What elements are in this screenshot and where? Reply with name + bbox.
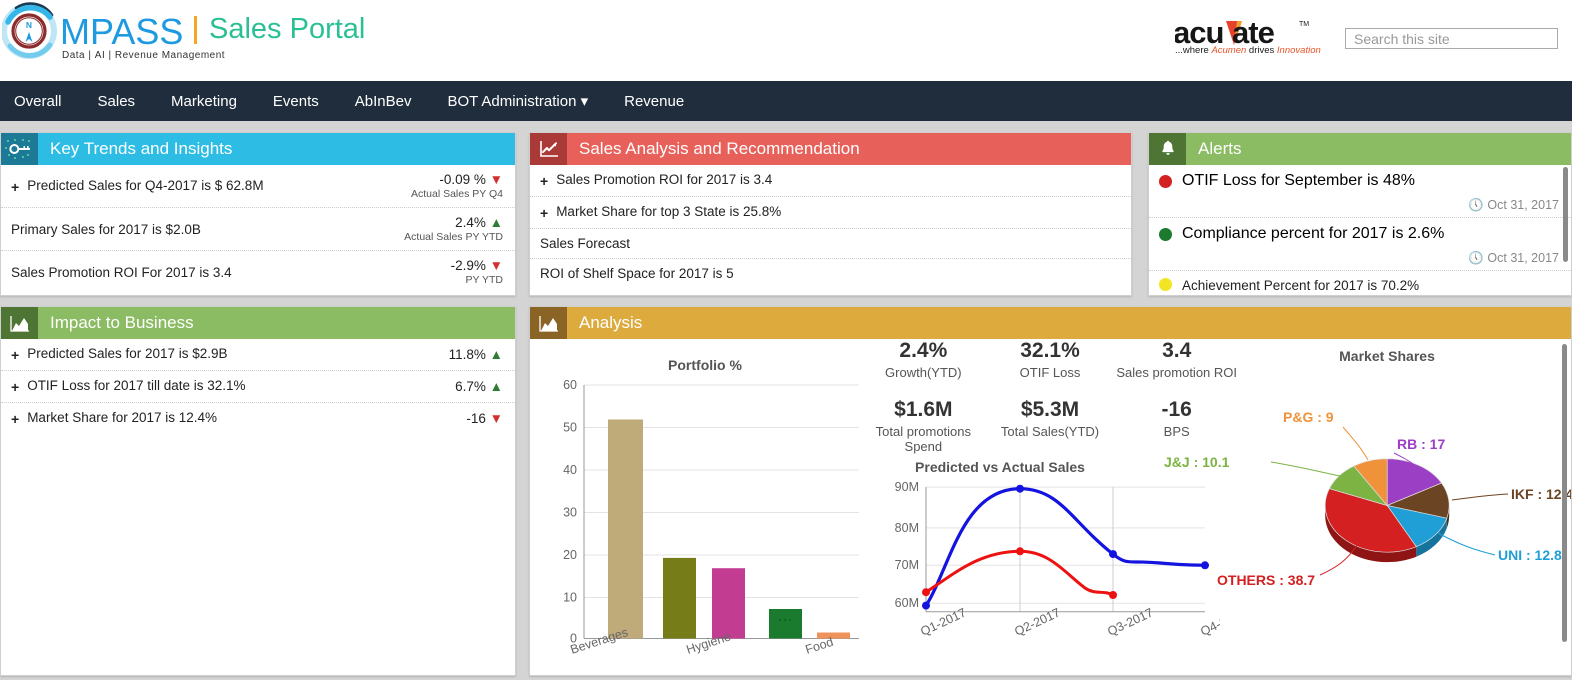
svg-text:Market Shares: Market Shares: [1339, 348, 1435, 364]
svg-text:RB : 17: RB : 17: [1397, 436, 1445, 452]
svg-text:P&G : 9: P&G : 9: [1283, 409, 1334, 425]
svg-text:J&J : 10.1: J&J : 10.1: [1164, 454, 1230, 470]
svg-text:OTHERS : 38.7: OTHERS : 38.7: [1217, 572, 1315, 588]
svg-text:UNI : 12.8: UNI : 12.8: [1498, 547, 1562, 563]
svg-text:...where Acumen drives Innovat: ...where Acumen drives Innovation: [1175, 45, 1321, 55]
svg-text:N: N: [26, 20, 32, 30]
svg-text:TM: TM: [1299, 21, 1309, 28]
